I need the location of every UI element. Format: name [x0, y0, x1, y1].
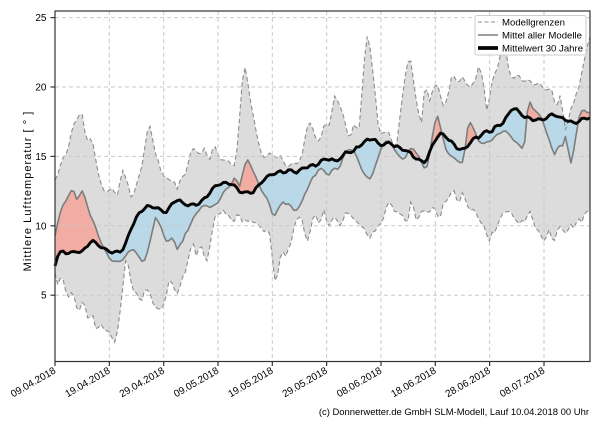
svg-text:Modellgrenzen: Modellgrenzen [502, 18, 565, 29]
svg-text:Mittlere Lufttemperatur [ ° ]: Mittlere Lufttemperatur [ ° ] [22, 111, 34, 272]
svg-text:5: 5 [41, 291, 47, 302]
svg-text:Mittelwert 30 Jahre: Mittelwert 30 Jahre [502, 44, 583, 55]
svg-text:10: 10 [35, 221, 47, 232]
svg-text:25: 25 [35, 13, 47, 24]
svg-text:(c) Donnerwetter.de GmbH SLM-M: (c) Donnerwetter.de GmbH SLM-Modell, Lau… [319, 407, 589, 418]
svg-text:Mittel aller Modelle: Mittel aller Modelle [502, 31, 582, 42]
svg-text:15: 15 [35, 152, 47, 163]
svg-text:20: 20 [35, 83, 47, 94]
